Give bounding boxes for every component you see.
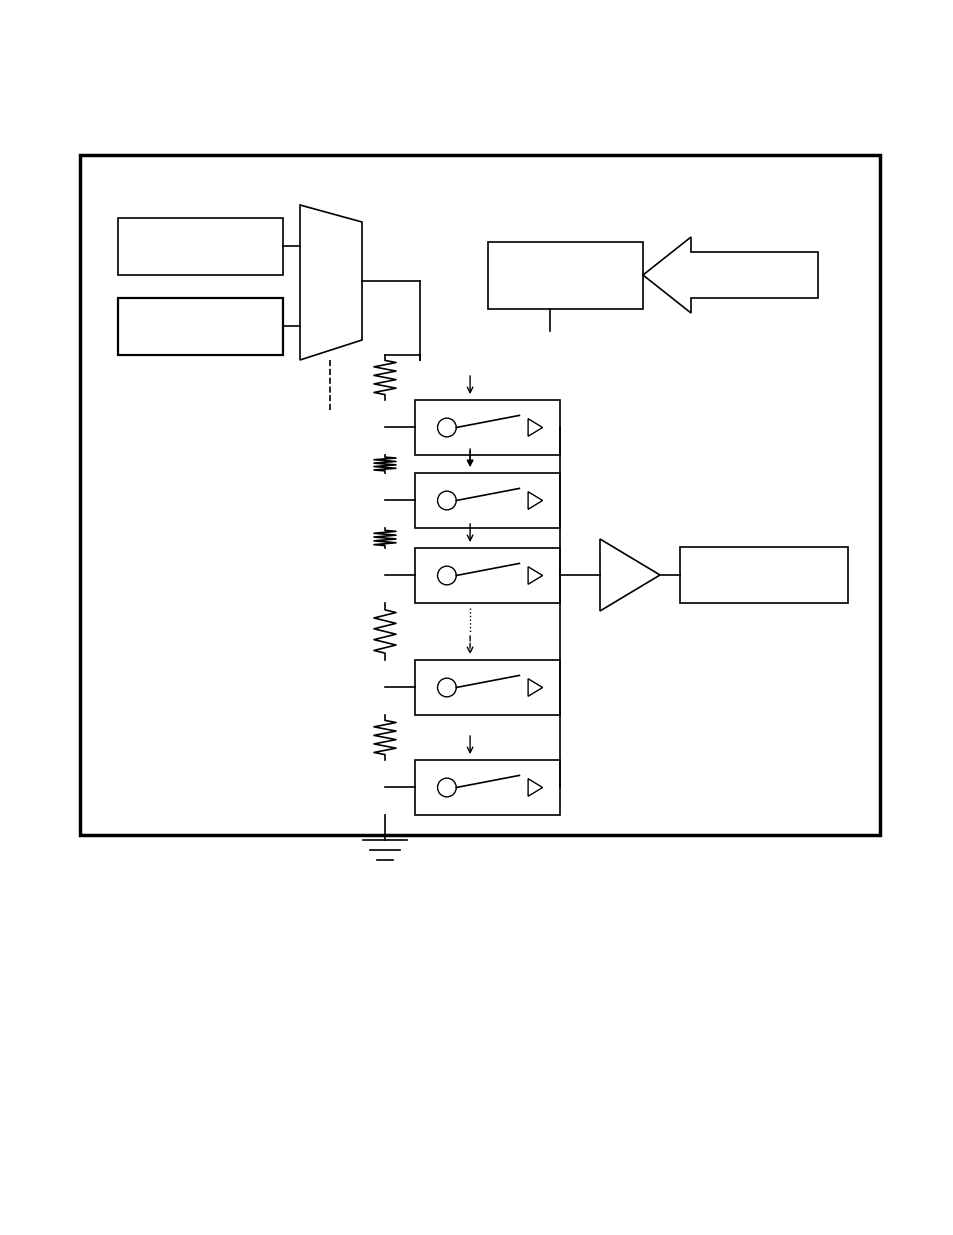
- Polygon shape: [299, 205, 361, 359]
- Bar: [415, 473, 559, 529]
- Polygon shape: [642, 237, 817, 312]
- Bar: [415, 659, 559, 715]
- Bar: [679, 547, 847, 603]
- Bar: [415, 760, 559, 815]
- Bar: [415, 548, 559, 603]
- Bar: [488, 242, 642, 309]
- Bar: [415, 400, 559, 454]
- Bar: [80, 156, 879, 835]
- Bar: [118, 219, 283, 275]
- Bar: [118, 298, 283, 354]
- Polygon shape: [599, 538, 659, 611]
